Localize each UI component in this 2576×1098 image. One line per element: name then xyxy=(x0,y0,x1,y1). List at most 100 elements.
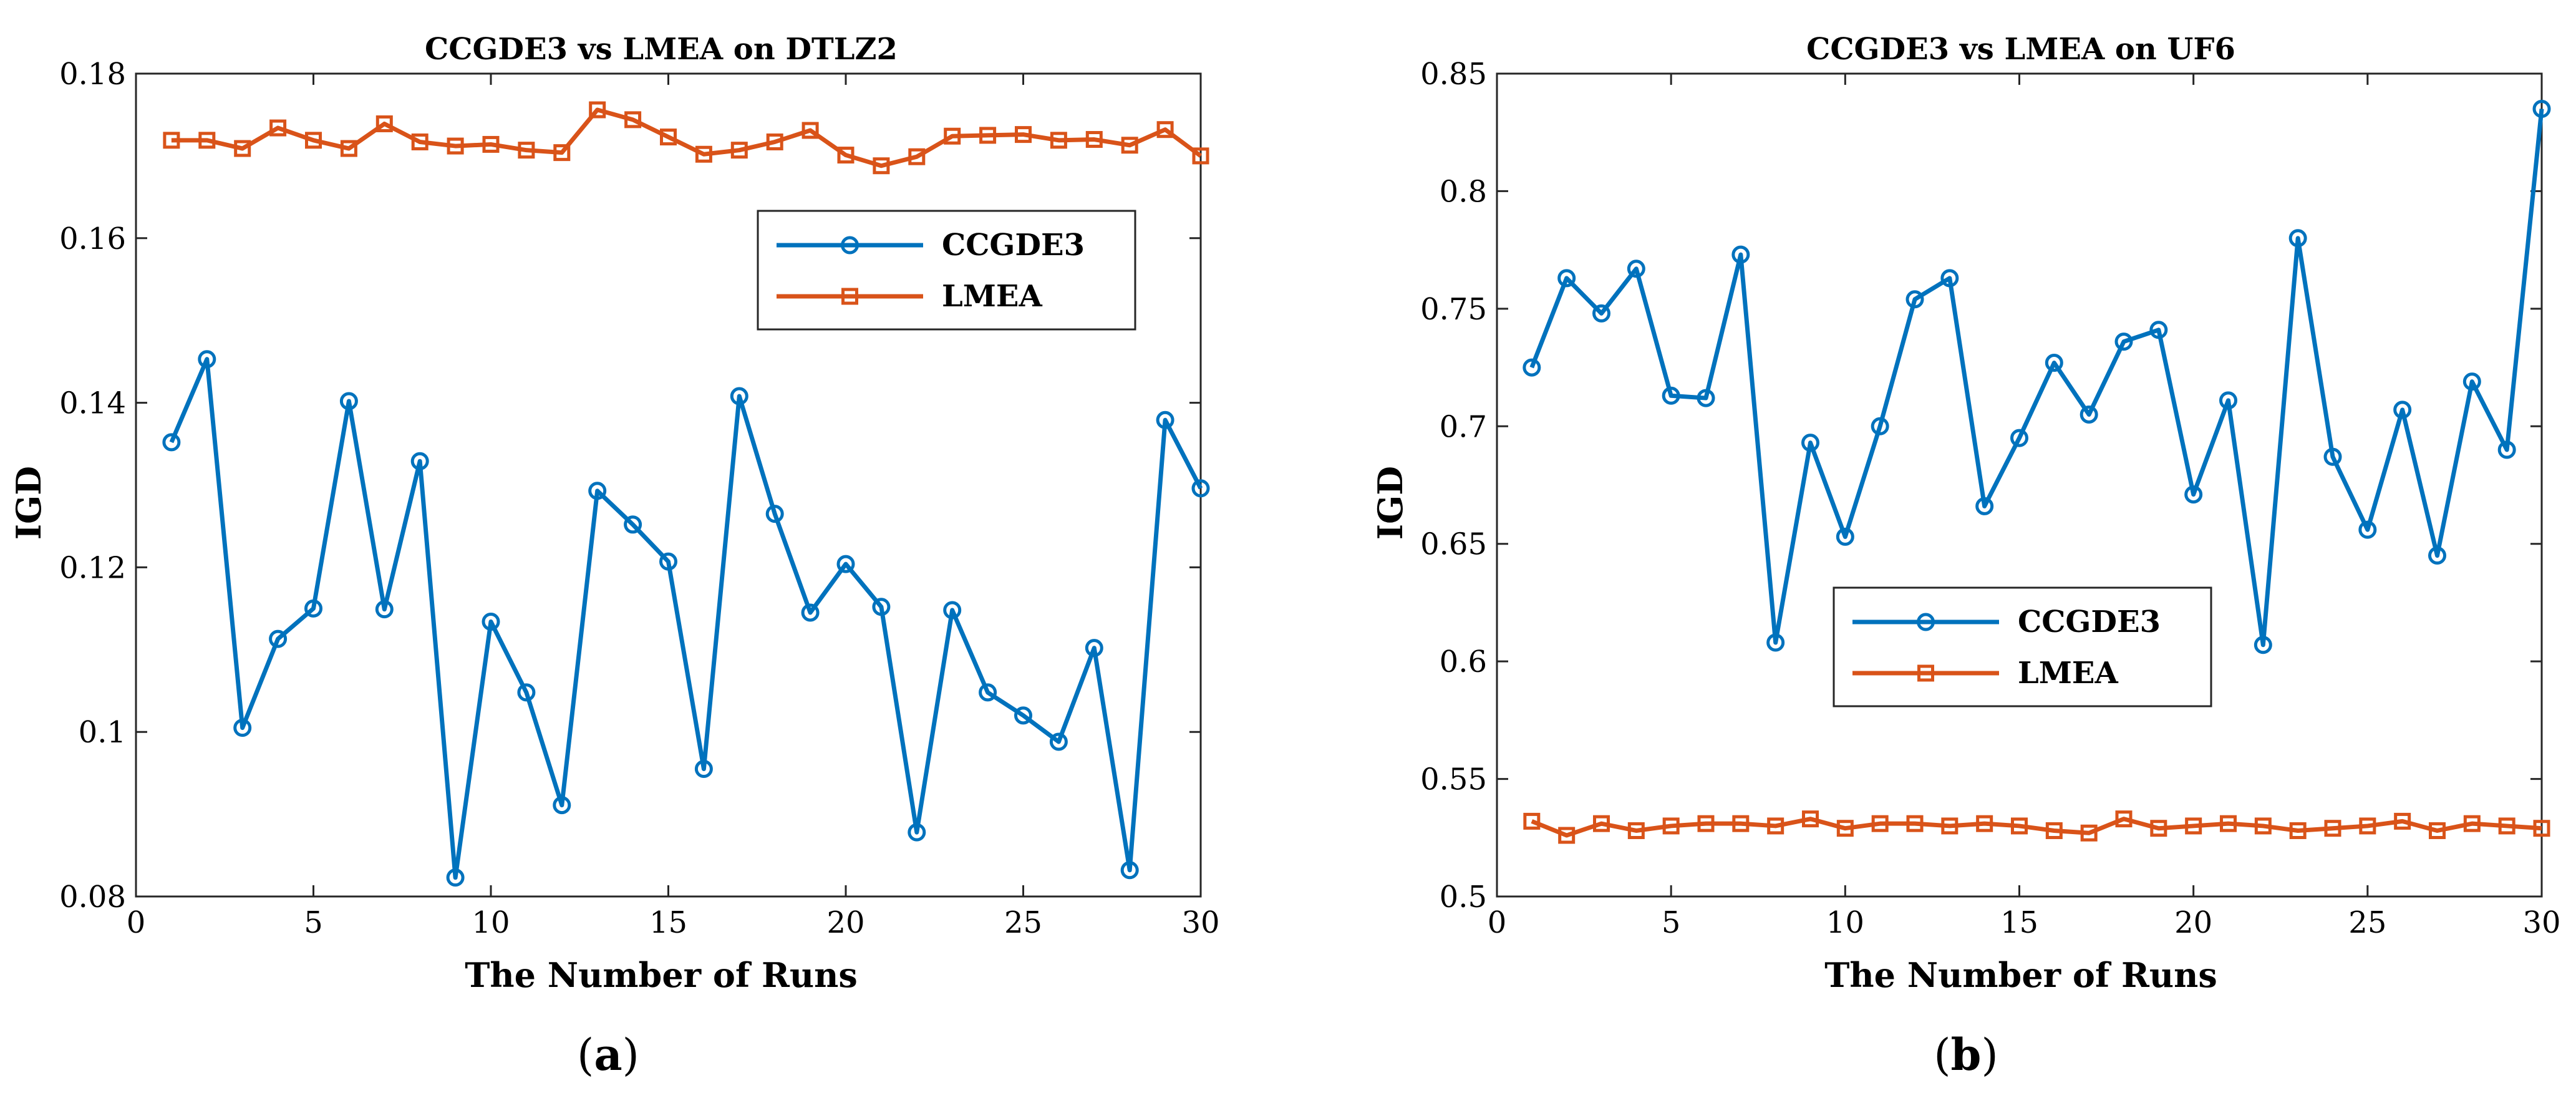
data-point-ccgde3 xyxy=(1871,417,1889,435)
data-point-ccgde3 xyxy=(943,601,962,619)
chart-panel-a: CCGDE3 vs LMEA on DTLZ2 IGD The Number o… xyxy=(9,32,1220,1081)
data-point-lmea xyxy=(1697,815,1715,832)
data-point-lmea xyxy=(2429,822,2446,839)
data-point-lmea xyxy=(2150,820,2167,837)
data-point-ccgde3 xyxy=(482,612,500,631)
chart-title: CCGDE3 vs LMEA on DTLZ2 xyxy=(425,32,898,67)
data-point-lmea xyxy=(340,140,357,157)
x-tick-label: 30 xyxy=(2522,905,2560,940)
data-point-lmea xyxy=(837,147,855,164)
plot-area-frame xyxy=(1496,72,2543,898)
data-point-lmea xyxy=(979,127,997,144)
data-point-ccgde3 xyxy=(269,629,288,648)
data-point-lmea xyxy=(801,122,819,139)
data-point-ccgde3 xyxy=(2393,401,2412,419)
data-point-lmea xyxy=(305,132,322,149)
legend-label: LMEA xyxy=(2018,656,2118,691)
data-point-ccgde3 xyxy=(765,505,784,523)
x-tick-label: 25 xyxy=(1004,905,1042,940)
data-point-lmea xyxy=(766,133,783,150)
x-tick-label: 20 xyxy=(2174,905,2212,940)
data-point-lmea xyxy=(1593,815,1610,832)
x-tick-label: 15 xyxy=(2000,905,2038,940)
data-point-lmea xyxy=(269,119,287,137)
data-point-ccgde3 xyxy=(517,683,536,702)
data-point-ccgde3 xyxy=(446,868,465,887)
data-point-ccgde3 xyxy=(1766,633,1785,652)
plot-area-frame xyxy=(135,72,1202,898)
data-point-ccgde3 xyxy=(1191,479,1210,498)
chart-title: CCGDE3 vs LMEA on UF6 xyxy=(1806,32,2235,67)
data-point-lmea xyxy=(1050,132,1067,149)
data-point-ccgde3 xyxy=(1557,269,1576,288)
x-tick-label: 10 xyxy=(472,905,510,940)
legend-label: LMEA xyxy=(942,279,1042,314)
data-point-ccgde3 xyxy=(588,482,607,500)
data-point-ccgde3 xyxy=(2184,485,2203,504)
series-line-ccgde3 xyxy=(169,357,1203,880)
data-point-ccgde3 xyxy=(410,452,429,470)
data-point-ccgde3 xyxy=(979,683,997,702)
data-point-ccgde3 xyxy=(1627,260,1645,278)
data-point-ccgde3 xyxy=(801,603,820,622)
data-point-ccgde3 xyxy=(2114,333,2133,351)
y-tick-label: 0.65 xyxy=(1420,527,1487,562)
y-axis-label: IGD xyxy=(1370,466,1410,540)
x-axis-label: The Number of Runs xyxy=(465,955,858,995)
data-point-lmea xyxy=(2463,815,2481,832)
data-point-ccgde3 xyxy=(198,350,216,369)
data-point-ccgde3 xyxy=(1662,386,1680,405)
data-point-ccgde3 xyxy=(375,600,394,619)
data-point-lmea xyxy=(2359,817,2376,835)
data-point-lmea xyxy=(2080,824,2098,842)
data-point-ccgde3 xyxy=(2288,229,2307,248)
data-point-lmea xyxy=(1662,817,1680,835)
data-point-ccgde3 xyxy=(2497,440,2516,459)
data-point-lmea xyxy=(553,144,571,162)
x-tick-label: 10 xyxy=(1826,905,1864,940)
data-point-lmea xyxy=(163,132,180,149)
caption-a: (a) xyxy=(577,1029,639,1081)
data-point-ccgde3 xyxy=(1975,497,1994,515)
data-point-lmea xyxy=(1767,817,1784,835)
y-tick-label: 0.7 xyxy=(1440,409,1487,444)
data-point-ccgde3 xyxy=(872,598,891,616)
data-point-lmea xyxy=(1523,812,1541,830)
series-line-lmea xyxy=(1531,817,2542,838)
data-point-ccgde3 xyxy=(2080,405,2098,424)
y-tick-label: 0.16 xyxy=(59,221,126,256)
data-point-lmea xyxy=(2289,822,2307,839)
y-tick-label: 0.14 xyxy=(59,386,126,421)
data-point-ccgde3 xyxy=(2323,447,2342,466)
data-point-lmea xyxy=(1627,822,1645,839)
data-point-ccgde3 xyxy=(339,392,358,411)
data-point-lmea xyxy=(1156,121,1174,138)
x-tick-label: 30 xyxy=(1181,905,1219,940)
data-point-lmea xyxy=(695,145,712,163)
data-point-lmea xyxy=(1121,137,1138,154)
y-tick-label: 0.8 xyxy=(1440,174,1487,209)
series-line-lmea xyxy=(171,107,1203,168)
x-tick-label: 0 xyxy=(127,905,146,940)
legend-box xyxy=(1833,586,2212,707)
data-point-lmea xyxy=(2254,817,2272,835)
data-point-ccgde3 xyxy=(1049,732,1068,751)
data-point-ccgde3 xyxy=(1014,706,1032,725)
data-point-lmea xyxy=(1906,815,1924,832)
y-tick-label: 0.85 xyxy=(1420,57,1487,92)
chart-panel-b: CCGDE3 vs LMEA on UF6 IGD The Number of … xyxy=(1370,32,2561,1081)
x-tick-label: 5 xyxy=(304,905,323,940)
x-axis-label: The Number of Runs xyxy=(1824,955,2217,995)
data-point-ccgde3 xyxy=(1085,639,1103,658)
x-tick-label: 20 xyxy=(826,905,864,940)
data-point-ccgde3 xyxy=(1801,434,1819,452)
data-point-lmea xyxy=(2045,822,2063,839)
legend-label: CCGDE3 xyxy=(942,228,1085,263)
data-point-lmea xyxy=(589,101,606,119)
data-point-ccgde3 xyxy=(2428,547,2446,565)
data-point-lmea xyxy=(2324,820,2341,837)
legend-box xyxy=(757,210,1136,331)
data-point-lmea xyxy=(624,111,642,129)
data-point-ccgde3 xyxy=(624,515,642,534)
data-point-lmea xyxy=(2394,812,2411,830)
